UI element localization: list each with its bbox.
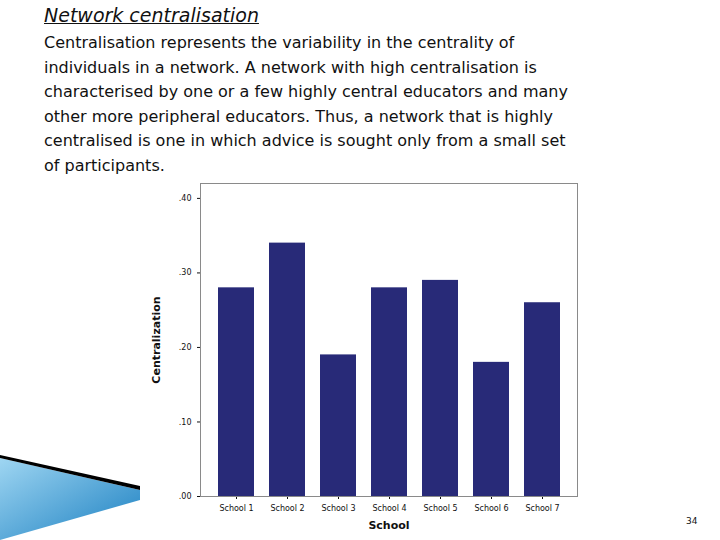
svg-text:School 5: School 5 <box>423 504 457 513</box>
html-text:individuals in a network. A ne: individuals in a network. A network with… <box>44 57 537 77</box>
svg-text:.20: .20 <box>179 343 192 352</box>
svg-text:School 4: School 4 <box>372 504 406 513</box>
html-text:other more peripheral educator: other more peripheral educators. Thus, a… <box>44 106 553 126</box>
svg-text:School: School <box>368 519 409 532</box>
svg-text:.10: .10 <box>179 418 192 427</box>
svg-text:.40: .40 <box>179 194 192 203</box>
svg-text:Centralization: Centralization <box>150 296 163 383</box>
svg-text:School 3: School 3 <box>321 504 355 513</box>
svg-text:.00: .00 <box>179 492 192 501</box>
svg-text:.30: .30 <box>179 268 192 277</box>
svg-text:School 7: School 7 <box>525 504 559 513</box>
html-text:centralised is one in which ad: centralised is one in which advice is so… <box>44 131 566 150</box>
svg-text:School 2: School 2 <box>270 504 304 513</box>
html-text:34: 34 <box>686 516 698 526</box>
html-text:of participants.: of participants. <box>44 155 165 175</box>
svg-text:School 6: School 6 <box>474 504 508 513</box>
html-text:Network centralisation: Network centralisation <box>44 4 259 26</box>
svg-text:School 1: School 1 <box>219 504 253 513</box>
html-text:characterised by one or a few: characterised by one or a few highly cen… <box>44 82 568 101</box>
html-text:Centralisation represents the: Centralisation represents the variabilit… <box>44 33 515 52</box>
